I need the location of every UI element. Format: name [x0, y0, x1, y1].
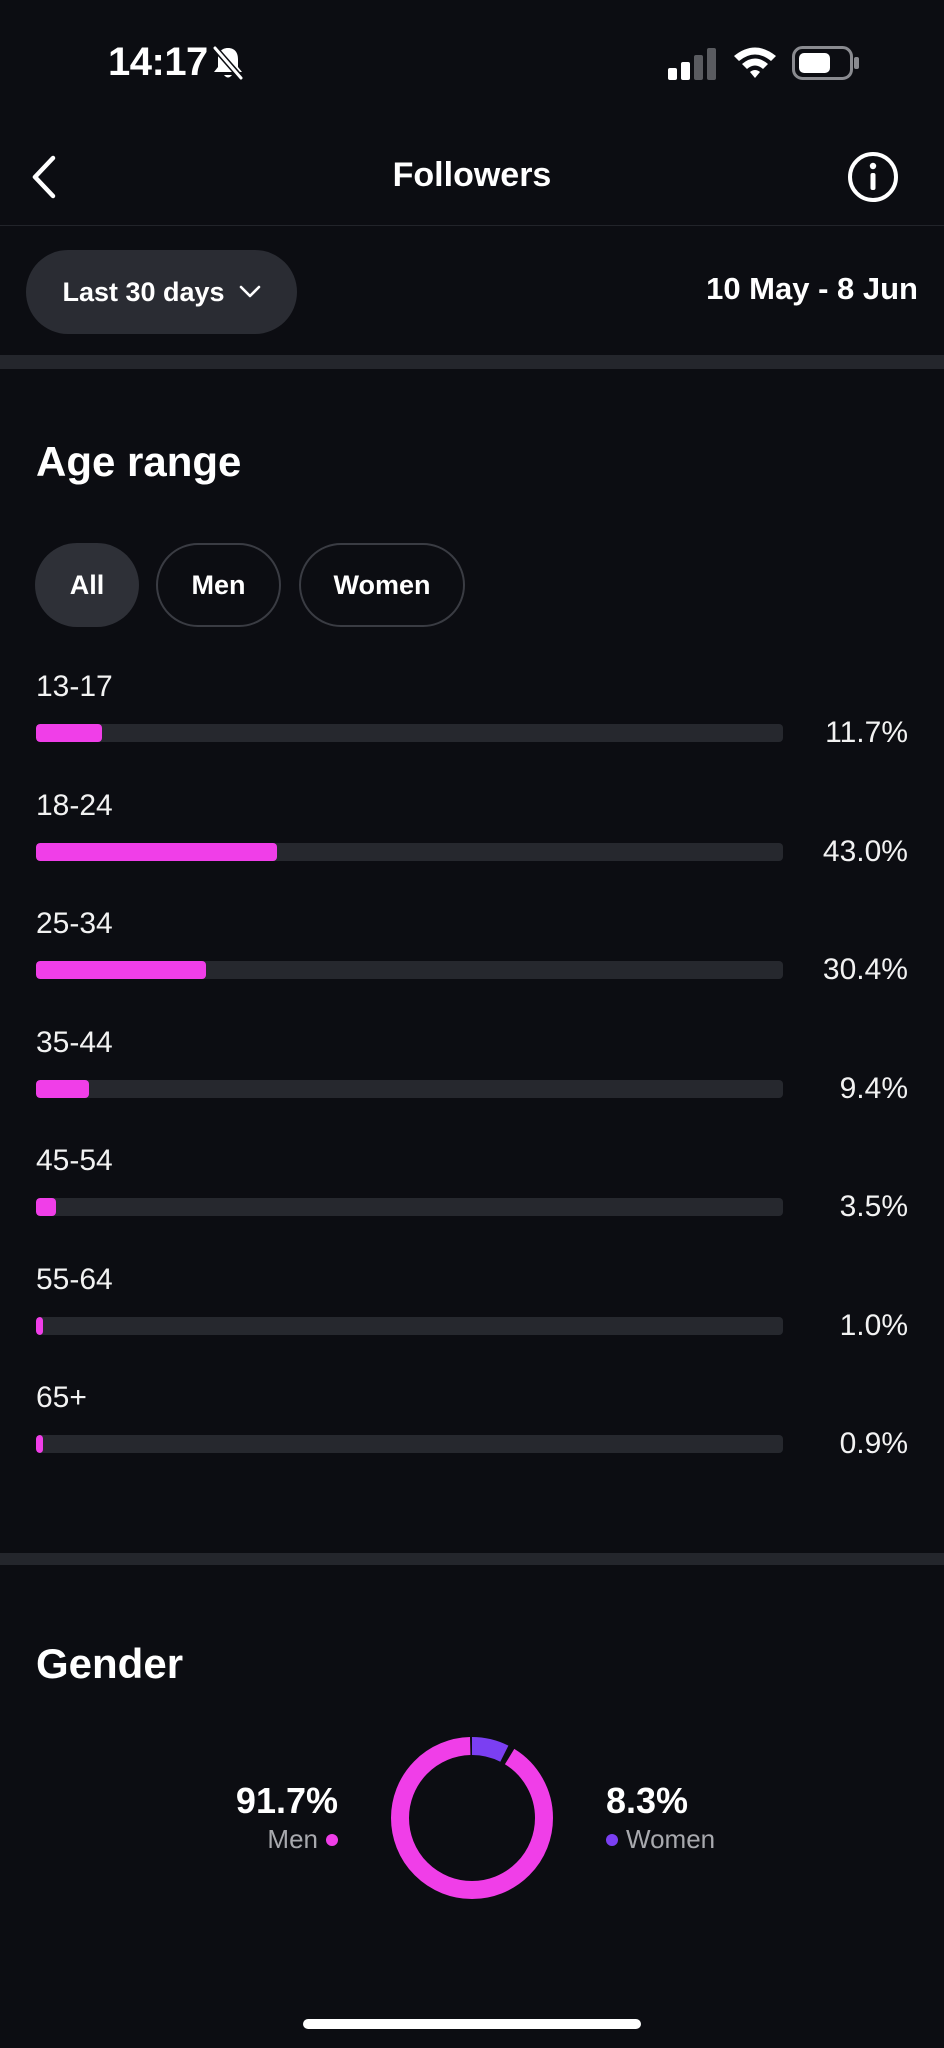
age-bar-track: [36, 724, 783, 742]
age-label: 55-64: [36, 1262, 113, 1296]
home-indicator: [303, 2019, 641, 2029]
age-bar-track: [36, 842, 783, 861]
age-label: 13-17: [36, 670, 113, 703]
age-bar-fill: [36, 961, 207, 979]
women-legend-label: Women: [626, 1824, 716, 1854]
men-legend-dot: [326, 1833, 338, 1846]
age-percent: 11.7%: [825, 716, 908, 749]
nav-header: Followers: [0, 120, 944, 226]
age-label: 65+: [36, 1381, 87, 1414]
age-label: 18-24: [36, 788, 113, 822]
age-bar-fill: [36, 842, 277, 861]
age-row: 18-24 43.0%: [36, 789, 908, 889]
age-percent: 43.0%: [822, 834, 908, 868]
men-percent: 91.7%: [235, 1780, 338, 1821]
section-divider: [0, 1553, 944, 1565]
age-percent: 9.4%: [839, 1071, 908, 1105]
date-range-text: 10 May - 8 Jun: [706, 271, 918, 306]
age-percent: 30.4%: [822, 953, 908, 986]
age-row: 55-64 1.0%: [36, 1263, 908, 1363]
wifi-icon: [732, 45, 778, 84]
age-row: 13-17 11.7%: [36, 670, 908, 770]
back-arrow-icon: [32, 155, 56, 199]
age-bar-track: [36, 1198, 783, 1216]
gender-men-stat: 91.7% Men: [200, 1780, 338, 1855]
age-range-title: Age range: [36, 438, 242, 485]
status-bar: 14:17: [0, 0, 944, 120]
info-button[interactable]: [846, 150, 900, 204]
age-bar-track: [36, 1316, 783, 1335]
donut-men-slice: [391, 1737, 553, 1899]
gender-women-stat: 8.3% Women: [606, 1780, 715, 1855]
back-button[interactable]: [22, 152, 66, 202]
date-range-dropdown[interactable]: Last 30 days: [26, 250, 297, 334]
age-bar-fill: [36, 724, 102, 742]
women-percent: 8.3%: [606, 1780, 689, 1821]
men-legend-label: Men: [267, 1824, 318, 1854]
age-label: 35-44: [36, 1025, 113, 1059]
age-bar-track: [36, 961, 783, 979]
donut-women-slice: [391, 1737, 553, 1899]
chip-all[interactable]: All: [35, 543, 139, 627]
age-bar-track: [36, 1079, 783, 1098]
gender-donut-chart: [391, 1737, 553, 1899]
women-legend-dot: [606, 1833, 618, 1846]
date-range-dropdown-label: Last 30 days: [62, 276, 225, 307]
signal-icon: [668, 48, 718, 85]
bell-slash-icon: [211, 44, 245, 87]
age-row: 25-34 30.4%: [36, 907, 908, 1007]
chip-women[interactable]: Women: [299, 543, 465, 627]
age-row: 65+ 0.9%: [36, 1381, 908, 1481]
age-row: 45-54 3.5%: [36, 1144, 908, 1244]
age-label: 25-34: [36, 907, 113, 940]
age-bar-fill: [36, 1316, 43, 1335]
age-row: 35-44 9.4%: [36, 1026, 908, 1126]
age-bar-fill: [36, 1198, 56, 1216]
age-bar-track: [36, 1435, 783, 1453]
page-title: Followers: [392, 156, 552, 194]
gender-title: Gender: [36, 1640, 184, 1687]
age-percent: 3.5%: [839, 1190, 908, 1223]
info-icon: [848, 152, 898, 202]
age-bar-fill: [36, 1435, 43, 1453]
age-percent: 0.9%: [839, 1427, 908, 1460]
age-percent: 1.0%: [839, 1308, 908, 1342]
chip-men[interactable]: Men: [156, 543, 281, 627]
age-bar-fill: [36, 1079, 89, 1098]
status-time: 14:17: [108, 40, 208, 84]
battery-icon: [792, 46, 860, 85]
section-divider: [0, 355, 944, 369]
chevron-down-icon: [239, 285, 260, 298]
age-label: 45-54: [36, 1144, 113, 1177]
